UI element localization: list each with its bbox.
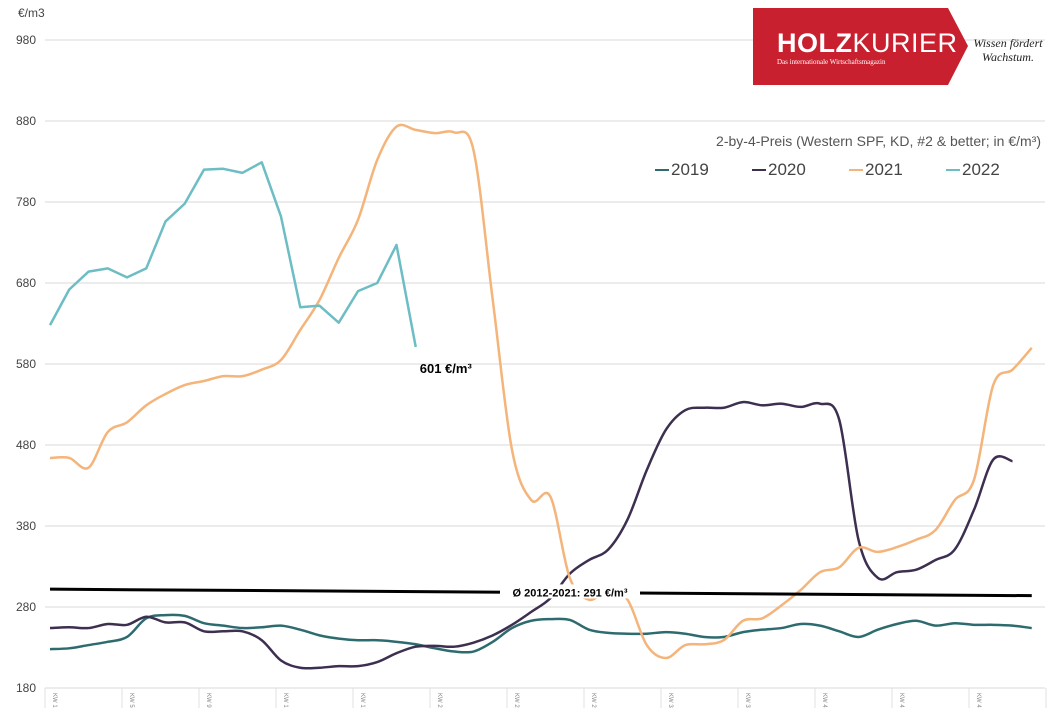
y-tick-label: 480 (16, 438, 36, 452)
y-tick-label: 680 (16, 276, 36, 290)
series-line-2019 (49, 613, 1032, 654)
last-value-label: 601 €/m³ (420, 361, 473, 376)
series-line-2021 (49, 123, 1033, 660)
slogan: Wissen fördert Wachstum. (973, 36, 1043, 64)
x-tick-label: KW 9 (205, 693, 211, 708)
x-tick-label: KW 1 (51, 693, 57, 708)
legend-label: 2021 (865, 160, 903, 179)
x-tick-label: KW 25 (513, 693, 519, 708)
legend-item-2019: 2019 (655, 160, 709, 180)
x-tick-label: KW 13 (282, 693, 288, 708)
y-axis-ticks: 180 280 380 480 580 680 780 880 980 (16, 33, 36, 695)
series-line-2020 (49, 400, 1013, 670)
average-label-bg (500, 584, 640, 599)
x-tick-label: KW 33 (667, 693, 673, 708)
legend-item-2020: 2020 (752, 160, 806, 180)
y-tick-label: 880 (16, 114, 36, 128)
legend-label: 2022 (962, 160, 1000, 179)
legend-swatch (655, 169, 669, 171)
legend-label: 2019 (671, 160, 709, 179)
x-tick-label: KW 49 (975, 693, 981, 708)
logo-tagline: Das internationale Wirtschaftsmagazin (777, 58, 886, 66)
series-line-2022 (48, 161, 417, 348)
y-tick-label: 980 (16, 33, 36, 47)
logo-badge-shape (753, 8, 968, 85)
x-tick-label: KW 41 (821, 693, 827, 708)
y-tick-label: 380 (16, 519, 36, 533)
gridlines (44, 39, 1047, 708)
y-axis-unit-label: €/m3 (18, 6, 45, 20)
x-tick-label: KW 21 (436, 693, 442, 708)
logo-wordmark: HOLZKURIER (777, 28, 958, 58)
legend-swatch (946, 169, 960, 171)
legend-item-2021: 2021 (849, 160, 903, 180)
legend-item-2022: 2022 (946, 160, 1000, 180)
series-lines (48, 123, 1033, 670)
x-tick-label: KW 37 (744, 693, 750, 708)
holzkurier-logo: HOLZKURIER Das internationale Wirtschaft… (753, 8, 968, 85)
x-tick-label: KW 5 (128, 693, 134, 708)
legend-swatch (849, 169, 863, 171)
x-axis-ticks: KW 1 KW 5 KW 9 KW 13 KW 17 KW 21 KW 25 KW 29 KW … (51, 693, 981, 708)
y-tick-label: 280 (16, 600, 36, 614)
y-tick-label: 780 (16, 195, 36, 209)
legend-swatch (752, 169, 766, 171)
x-tick-label: KW 45 (898, 693, 904, 708)
y-tick-label: 180 (16, 681, 36, 695)
average-label: Ø 2012-2021: 291 €/m³ (513, 587, 628, 599)
x-tick-label: KW 17 (359, 693, 365, 708)
y-tick-label: 580 (16, 357, 36, 371)
annotations: 601 €/m³ (420, 361, 473, 376)
legend-label: 2020 (768, 160, 806, 179)
x-tick-label: KW 29 (590, 693, 596, 708)
average-line-group: Ø 2012-2021: 291 €/m³ (49, 584, 1032, 599)
chart-title: 2-by-4-Preis (Western SPF, KD, #2 & bett… (716, 133, 1041, 149)
